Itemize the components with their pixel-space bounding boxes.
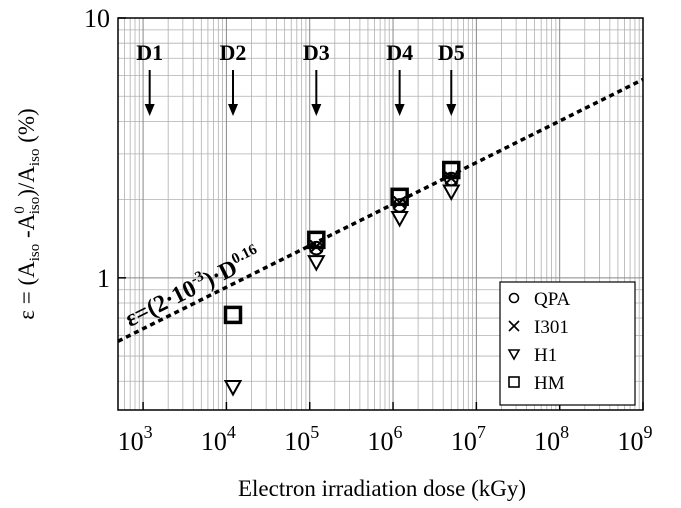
- x-tick-exp: 4: [227, 422, 236, 442]
- point: [223, 305, 243, 325]
- x-axis-label: Electron irradiation dose (kGy): [238, 476, 526, 501]
- legend-label: QPA: [534, 289, 571, 310]
- legend-label: H1: [534, 345, 557, 366]
- point: [442, 184, 461, 202]
- y-label-part: iso: [27, 197, 43, 215]
- x-tick-base: 10: [284, 427, 310, 456]
- x-tick-label: 108: [534, 422, 569, 456]
- point: [390, 187, 409, 207]
- legend-marker: [508, 376, 520, 388]
- legend-marker: [507, 349, 521, 361]
- x-tick-base: 10: [534, 427, 560, 456]
- point: [307, 230, 326, 250]
- annotation-arrowhead: [144, 104, 155, 116]
- x-tick-label: 106: [368, 422, 403, 456]
- x-tick-label: 105: [284, 422, 319, 456]
- x-tick-exp: 3: [144, 422, 153, 442]
- x-tick-base: 10: [451, 427, 477, 456]
- x-tick-exp: 5: [310, 422, 319, 442]
- x-tick-label: 109: [618, 422, 653, 456]
- x-tick-base: 10: [618, 427, 644, 456]
- legend-box: [499, 281, 636, 406]
- x-tick-label: 107: [451, 422, 486, 456]
- point: [442, 160, 461, 180]
- y-label-part: (%): [14, 108, 39, 148]
- fit-label-part: ε=(2·10: [121, 275, 201, 332]
- annotation: D4: [386, 40, 413, 65]
- x-tick-base: 10: [368, 427, 394, 456]
- annotation: D3: [303, 40, 330, 65]
- annotation-arrowhead: [394, 104, 405, 116]
- annotation-arrowhead: [227, 104, 238, 116]
- y-label-part: )/A: [14, 166, 39, 197]
- annotation-arrowhead: [311, 104, 322, 116]
- y-label-part: ε = (A: [14, 261, 39, 320]
- legend-label: I301: [534, 317, 569, 338]
- x-tick-exp: 9: [644, 422, 653, 442]
- annotation: D1: [136, 40, 163, 65]
- x-tick-exp: 6: [394, 422, 403, 442]
- y-label-part: 0: [12, 206, 28, 214]
- y-label-part: iso: [27, 149, 43, 167]
- x-tick-exp: 8: [560, 422, 569, 442]
- x-tick-base: 10: [118, 427, 144, 456]
- y-label-part: iso: [27, 244, 43, 262]
- legend-marker: [508, 320, 520, 332]
- fit-line: [117, 77, 644, 343]
- point: [223, 380, 243, 397]
- point: [307, 255, 326, 272]
- point: [390, 210, 409, 228]
- legend-marker: [508, 292, 520, 304]
- fit-label-part: 0.16: [229, 241, 260, 267]
- x-tick-exp: 7: [477, 422, 486, 442]
- x-tick-label: 104: [201, 422, 236, 456]
- x-tick-base: 10: [201, 427, 227, 456]
- y-label-part: -A: [14, 213, 39, 243]
- point: [392, 195, 407, 210]
- x-tick-label: 103: [118, 422, 153, 456]
- annotation: D2: [220, 40, 247, 65]
- annotation-arrowhead: [446, 104, 457, 116]
- plot-frame: [117, 17, 644, 411]
- annotation: D5: [438, 40, 465, 65]
- y-tick-label: 10: [84, 4, 110, 33]
- y-tick-label: 1: [97, 264, 110, 293]
- y-axis-label: ε = (Aiso -A0iso)/Aiso (%): [12, 108, 43, 319]
- legend-label: HM: [534, 373, 565, 394]
